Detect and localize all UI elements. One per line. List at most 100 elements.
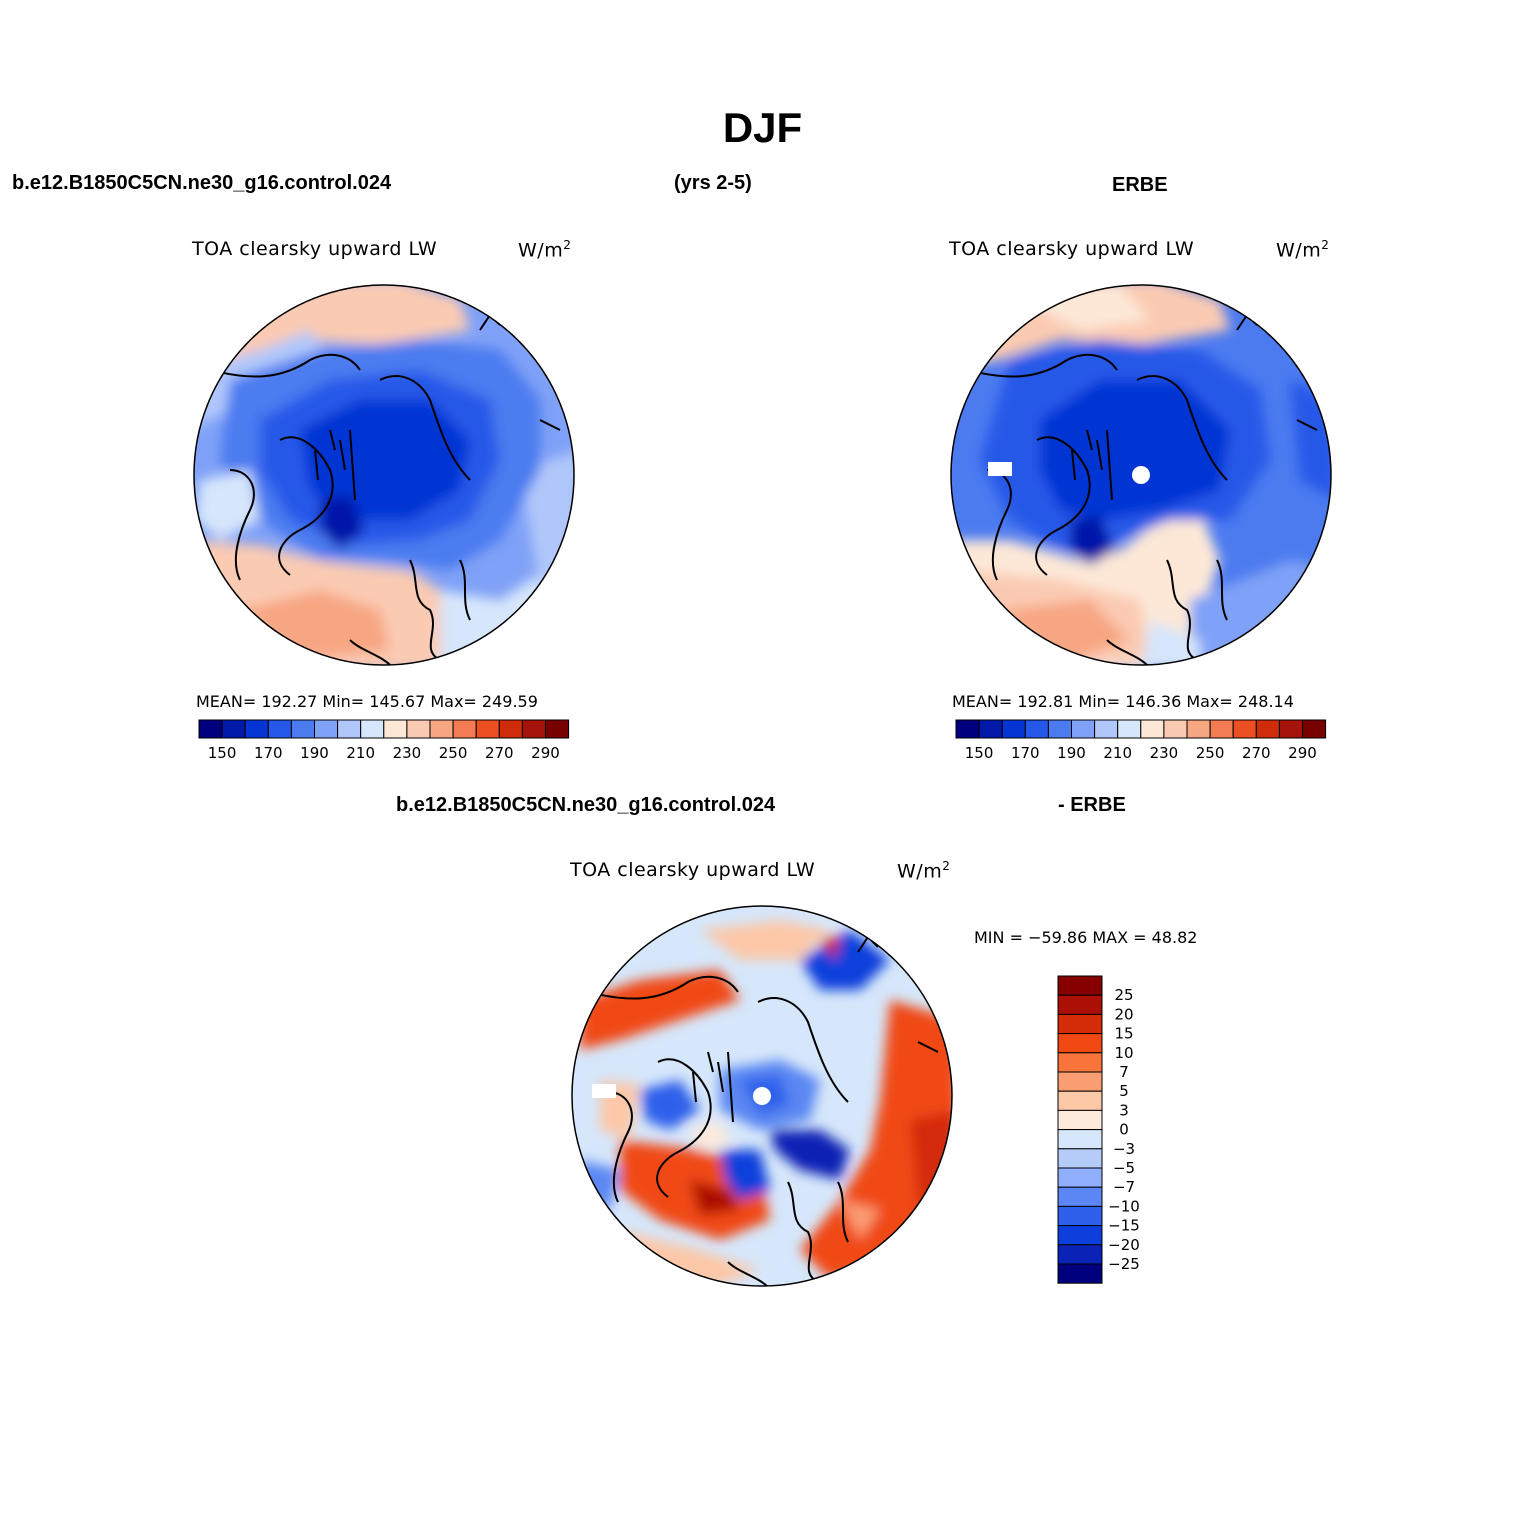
- model-colorbar-swatch: [221, 719, 246, 739]
- diff-colorbar-swatch: [1057, 1186, 1103, 1207]
- diff-colorbar-tick-label: 15: [1114, 1025, 1133, 1043]
- diff-units-exp: 2: [942, 859, 951, 873]
- diff-colorbar-swatch: [1057, 1205, 1103, 1227]
- obs-colorbar-swatch: [978, 719, 1003, 739]
- obs-variable-title: TOA clearsky upward LW: [949, 238, 1195, 260]
- obs-colorbar-swatch: [1163, 719, 1188, 739]
- model-polar-map: [193, 284, 575, 666]
- model-colorbar-tick-label: 170: [254, 744, 283, 762]
- model-colorbar-tick-label: 150: [208, 744, 237, 762]
- diff-polar-map: [571, 905, 953, 1287]
- diff-stats: MIN = −59.86 MAX = 48.82: [974, 928, 1198, 947]
- diff-colorbar-tick-label: 3: [1119, 1101, 1129, 1119]
- diff-colorbar-swatch: [1057, 1109, 1103, 1131]
- model-colorbar-swatch: [545, 719, 570, 739]
- model-colorbar-swatch: [314, 719, 339, 739]
- diff-obs-label: - ERBE: [1058, 794, 1126, 816]
- diff-colorbar-swatch: [1057, 1167, 1103, 1188]
- obs-polar-map: [950, 284, 1332, 666]
- diff-units: W/m2: [897, 859, 950, 882]
- obs-colorbar-swatch: [1209, 719, 1234, 739]
- diff-colorbar-swatch: [1057, 1071, 1103, 1092]
- model-stats: MEAN= 192.27 Min= 145.67 Max= 249.59: [196, 692, 538, 711]
- obs-colorbar-tick-label: 190: [1057, 744, 1086, 762]
- diff-colorbar-tick-label: −25: [1108, 1255, 1140, 1273]
- model-colorbar-tick-label: 270: [485, 744, 514, 762]
- diff-colorbar-tick-label: 25: [1114, 986, 1133, 1004]
- diff-colorbar-tick-label: 5: [1119, 1082, 1129, 1100]
- diff-colorbar-tick-label: 20: [1114, 1005, 1133, 1023]
- diff-colorbar-tick-label: −15: [1108, 1217, 1140, 1235]
- diff-colorbar-swatch: [1057, 994, 1103, 1015]
- obs-colorbar-tick-label: 170: [1011, 744, 1040, 762]
- diff-colorbar-tick-label: −20: [1108, 1236, 1140, 1254]
- diff-colorbar-tick-label: −10: [1108, 1197, 1140, 1215]
- model-units-base: W/m: [518, 239, 564, 262]
- diff-colorbar-swatch: [1057, 1244, 1103, 1265]
- diff-colorbar-swatch: [1057, 1148, 1103, 1169]
- model-colorbar-tick-label: 250: [439, 744, 468, 762]
- obs-name-label: ERBE: [1112, 174, 1168, 196]
- obs-stats: MEAN= 192.81 Min= 146.36 Max= 248.14: [952, 692, 1294, 711]
- obs-colorbar-swatch: [1232, 719, 1257, 739]
- obs-colorbar-swatch: [1186, 719, 1211, 739]
- diff-colorbar-tick-label: 10: [1114, 1044, 1133, 1062]
- model-colorbar-swatch: [475, 719, 500, 739]
- diff-colorbar-tick-label: 7: [1119, 1063, 1129, 1081]
- model-colorbar-tick-label: 190: [300, 744, 329, 762]
- model-colorbar-swatch: [452, 719, 477, 739]
- model-colorbar-swatch: [406, 719, 431, 739]
- model-colorbar: 150 170 190 210 230 250 270 290: [198, 719, 570, 762]
- diff-colorbar-swatch: [1057, 1129, 1103, 1150]
- model-colorbar-swatch: [267, 719, 292, 739]
- model-colorbar-swatch: [383, 719, 408, 739]
- obs-units: W/m2: [1276, 238, 1329, 261]
- obs-colorbar-tick-label: 150: [965, 744, 994, 762]
- obs-colorbar-swatch: [1094, 719, 1119, 739]
- diff-colorbar-tick-label: 0: [1119, 1121, 1129, 1139]
- obs-colorbar-tick-label: 270: [1242, 744, 1271, 762]
- obs-colorbar: 150 170 190 210 230 250 270 290: [955, 719, 1327, 762]
- figure-title: DJF: [722, 104, 803, 151]
- diff-colorbar-swatch: [1057, 1225, 1103, 1246]
- model-colorbar-swatch: [290, 719, 315, 739]
- diff-units-base: W/m: [897, 860, 943, 883]
- diff-colorbar-swatch: [1057, 975, 1103, 996]
- obs-colorbar-swatch: [1302, 719, 1327, 739]
- diff-colorbar-tick-label: −5: [1113, 1159, 1135, 1177]
- obs-units-base: W/m: [1276, 239, 1322, 262]
- obs-colorbar-tick-label: 250: [1196, 744, 1225, 762]
- model-units: W/m2: [518, 238, 571, 261]
- model-colorbar-swatch: [498, 719, 523, 739]
- years-label: (yrs 2-5): [674, 172, 752, 194]
- obs-units-exp: 2: [1321, 238, 1330, 252]
- obs-colorbar-swatch: [1117, 719, 1142, 739]
- obs-colorbar-swatch: [1140, 719, 1165, 739]
- diff-case-label: b.e12.B1850C5CN.ne30_g16.control.024: [396, 794, 776, 816]
- model-colorbar-swatch: [244, 719, 269, 739]
- diff-colorbar-tick-label: −3: [1113, 1140, 1135, 1158]
- diff-variable-title: TOA clearsky upward LW: [570, 859, 816, 881]
- model-colorbar-swatch: [360, 719, 385, 739]
- obs-colorbar-swatch: [955, 719, 980, 739]
- obs-colorbar-swatch: [1255, 719, 1280, 739]
- obs-colorbar-swatch: [1278, 719, 1304, 739]
- obs-colorbar-swatch: [1001, 719, 1026, 739]
- case-name-label: b.e12.B1850C5CN.ne30_g16.control.024: [12, 172, 392, 194]
- model-variable-title: TOA clearsky upward LW: [192, 238, 438, 260]
- diff-colorbar-tick-label: −7: [1113, 1178, 1135, 1196]
- diff-colorbar-swatch: [1057, 1263, 1103, 1284]
- model-colorbar-tick-label: 230: [393, 744, 422, 762]
- obs-colorbar-tick-label: 290: [1288, 744, 1317, 762]
- obs-colorbar-tick-label: 230: [1150, 744, 1179, 762]
- diff-colorbar-swatch: [1057, 1052, 1103, 1073]
- model-colorbar-swatch: [198, 719, 223, 739]
- model-colorbar-swatch: [337, 719, 362, 739]
- model-colorbar-tick-label: 290: [531, 744, 560, 762]
- diff-colorbar-swatch: [1057, 1013, 1103, 1035]
- obs-colorbar-swatch: [1047, 719, 1073, 739]
- obs-colorbar-swatch: [1024, 719, 1049, 739]
- model-colorbar-swatch: [521, 719, 547, 739]
